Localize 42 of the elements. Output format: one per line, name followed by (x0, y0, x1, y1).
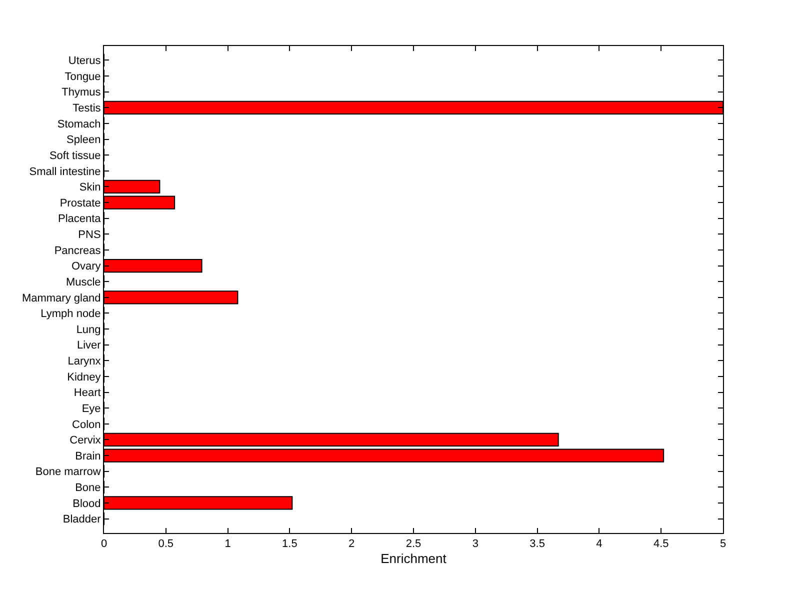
y-tick-label: Skin (79, 182, 101, 194)
y-tick-label: Bladder (62, 514, 102, 526)
x-tick-label: 1.5 (282, 538, 298, 550)
y-tick-label: Stomach (57, 118, 101, 130)
y-tick-label: Pancreas (54, 244, 102, 257)
y-tick-label: Bone marrow (35, 466, 101, 478)
y-tick-label: Brain (75, 450, 101, 462)
y-tick-label: Muscle (66, 276, 101, 288)
y-tick-label: Kidney (67, 371, 102, 384)
x-tick-label: 3.5 (530, 538, 545, 550)
y-tick-label: Larynx (68, 356, 102, 368)
y-tick-label: PNS (78, 229, 101, 242)
y-tick-label: Uterus (68, 55, 102, 68)
y-tick-label: Mammary gland (22, 292, 101, 304)
y-tick-label: Cervix (70, 434, 102, 447)
y-tick-label: Eye (82, 402, 101, 415)
x-tick-label: 3 (472, 538, 478, 550)
x-tick-label: 0.5 (158, 538, 174, 550)
y-tick-label: Lymph node (40, 308, 101, 320)
y-tick-label: Lung (76, 324, 101, 336)
y-tick-label: Small intestine (29, 166, 101, 178)
x-tick-label: 4.5 (653, 538, 669, 550)
y-tick-label: Placenta (58, 213, 102, 226)
x-tick-label: 2.5 (406, 538, 422, 550)
y-tick-label: Soft tissue (49, 150, 101, 162)
y-tick-label: Heart (74, 387, 101, 400)
y-tick-label: Tongue (64, 70, 101, 83)
x-tick-label: 0 (100, 538, 108, 550)
y-tick-label: Colon (72, 418, 101, 431)
y-tick-label: Prostate (60, 197, 101, 210)
y-tick-label: Spleen (66, 134, 101, 146)
y-tick-label: Blood (72, 498, 101, 510)
y-tick-label: Testis (72, 102, 102, 115)
y-tick-label: Liver (76, 340, 102, 352)
y-tick-label: Thymus (62, 86, 102, 99)
x-tick-label: 2 (348, 538, 355, 550)
x-tick-label: 1 (224, 538, 231, 550)
x-tick-label: 5 (720, 538, 726, 550)
y-tick-label: Ovary (71, 260, 102, 273)
x-axis-title: Enrichment (380, 550, 447, 566)
x-tick-label: 4 (596, 538, 602, 550)
y-tick-label: Bone (75, 482, 101, 494)
